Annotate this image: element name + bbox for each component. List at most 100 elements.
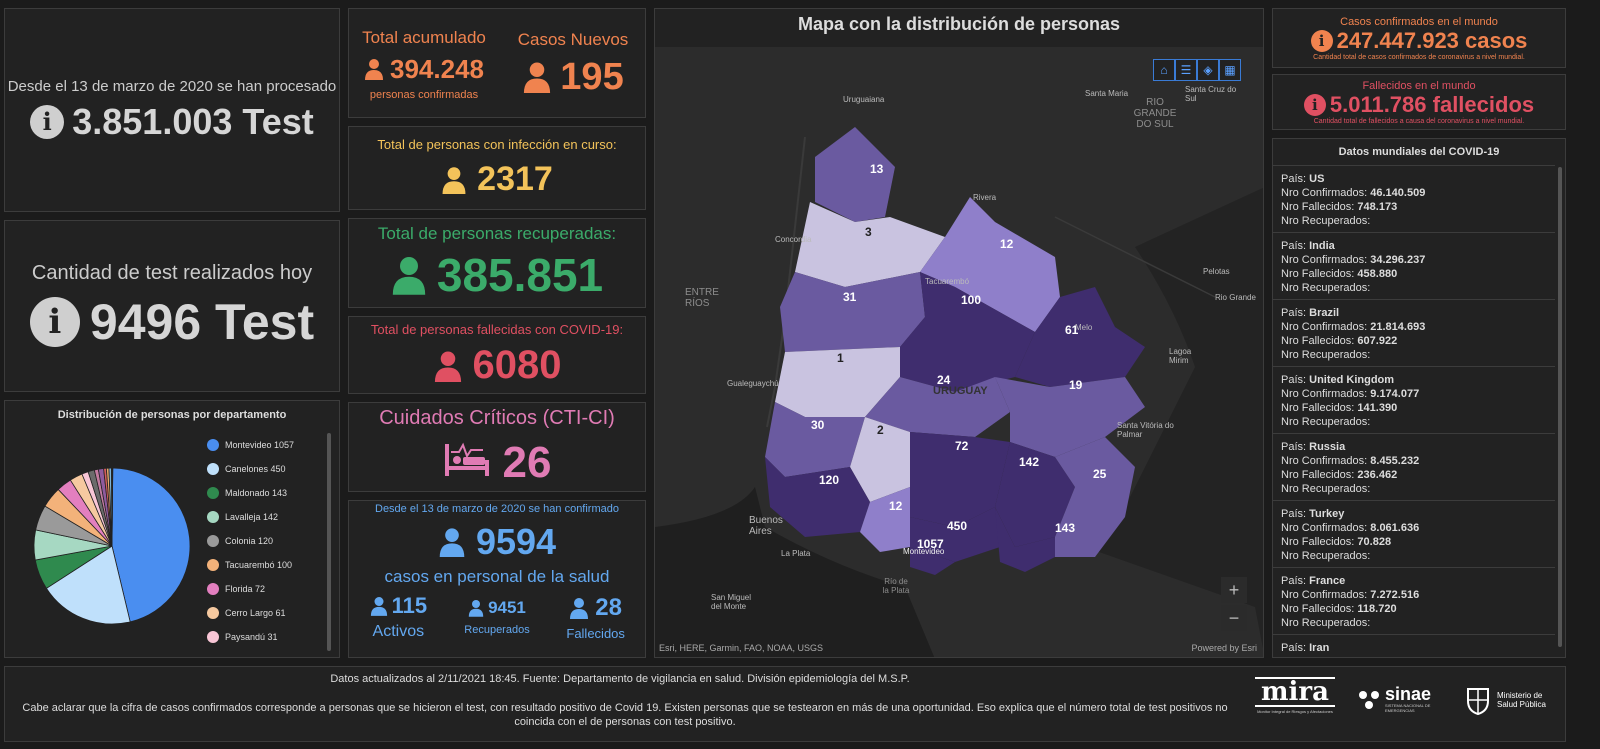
tests-total-label: Desde el 13 de marzo de 2020 se han proc… [7, 77, 337, 95]
health-staff-deceased-label: Fallecidos [566, 625, 625, 641]
legend-list-icon[interactable]: ☰ [1175, 59, 1197, 81]
legend-item[interactable]: Florida 72 [207, 577, 327, 601]
basemap-gallery-icon[interactable]: ▦ [1219, 59, 1241, 81]
legend-label: Canelones 450 [225, 464, 286, 474]
world-confirmed-caption: Cantidad total de casos confirmados de c… [1313, 53, 1525, 61]
accumulated-panel: Total acumulado 394.248 personas confirm… [348, 8, 646, 118]
world-list-item[interactable]: País: IranNro Confirmados: 5.944.599Nro … [1273, 634, 1555, 657]
department-rio-negro[interactable] [775, 347, 900, 417]
person-icon [370, 596, 388, 616]
world-list-field: País: US [1281, 173, 1325, 185]
department-florida[interactable] [910, 432, 1010, 527]
map-powered-by[interactable]: Powered by Esri [1191, 643, 1257, 653]
pie-slice-rio-negro[interactable] [111, 467, 114, 547]
world-list-field: Nro Fallecidos: 748.173 [1281, 201, 1398, 213]
world-list-item[interactable]: País: Turkey Nro Confirmados: 8.061.636 Nr… [1273, 500, 1555, 567]
place-rio-plata: Río de la Plata [882, 577, 910, 595]
department-colonia[interactable] [765, 457, 870, 537]
health-staff-recovered-label: Recuperados [464, 624, 530, 636]
world-list-field: Nro Confirmados: 21.814.693 [1281, 321, 1426, 333]
legend-item[interactable]: Paysandú 31 [207, 625, 327, 649]
world-list-field: Nro Recuperados: [1281, 282, 1371, 294]
department-san-jose[interactable] [860, 487, 910, 552]
map-panel: Mapa con la distribución de personas [654, 8, 1264, 658]
home-icon[interactable]: ⌂ [1153, 59, 1175, 81]
world-list-title: Datos mundiales del COVID-19 [1338, 146, 1500, 158]
legend-item[interactable]: Tacuarembó 100 [207, 553, 327, 577]
place-la-plata: La Plata [781, 549, 811, 558]
department-canelones[interactable] [910, 507, 1000, 562]
legend-item[interactable]: Montevideo 1057 [207, 433, 327, 457]
world-list-field: Nro Fallecidos: 607.922 [1281, 335, 1398, 347]
layers-icon[interactable]: ◈ [1197, 59, 1219, 81]
department-value-durazno: 24 [937, 373, 951, 387]
legend-label: Colonia 120 [225, 536, 274, 546]
map-canvas [655, 47, 1263, 657]
pie-slice-montevideo[interactable] [111, 467, 191, 623]
department-maldonado[interactable] [995, 507, 1055, 572]
person-icon [391, 255, 427, 295]
footer-disclaimer-text: Cabe aclarar que la cifra de casos confi… [22, 702, 1228, 728]
department-cerro-largo[interactable] [1015, 287, 1145, 387]
world-list-scrollbar[interactable] [1558, 167, 1562, 647]
health-staff-subtitle: casos en personal de la salud [384, 567, 610, 586]
legend-swatch [207, 487, 219, 499]
world-list-field: Nro Confirmados: 8.061.636 [1281, 522, 1420, 534]
world-list-item[interactable]: País: Russia Nro Confirmados: 8.455.232 Nr… [1273, 433, 1555, 500]
pie-slice-canelones[interactable] [45, 545, 131, 625]
department-rocha[interactable] [1055, 437, 1135, 557]
legend-item[interactable]: Lavalleja 142 [207, 505, 327, 529]
world-list-field: País: United Kingdom [1281, 374, 1395, 386]
legend-label: Cerro Largo 61 [225, 608, 286, 618]
world-list-field: País: India [1281, 240, 1335, 252]
department-treinta-y-tres[interactable] [995, 377, 1145, 457]
department-value-soriano: 30 [811, 418, 825, 432]
legend-scrollbar[interactable] [327, 433, 331, 651]
department-tacuarembo[interactable] [900, 272, 1035, 392]
map-view[interactable]: Uruguaiana Santa Maria Santa Cruz do Sul… [655, 47, 1263, 657]
info-icon: i [1303, 93, 1326, 116]
health-staff-recovered-value: 9451 [488, 598, 526, 617]
zoom-out-button[interactable]: − [1221, 605, 1247, 631]
place-buenos-aires: Buenos Aires [749, 515, 783, 537]
department-montevideo[interactable] [910, 547, 955, 575]
world-list-item[interactable]: País: France Nro Confirmados: 7.272.516 Nr… [1273, 567, 1555, 634]
world-list-field: País: Iran [1281, 642, 1330, 654]
world-list-item[interactable]: País: India Nro Confirmados: 34.296.237 Nr… [1273, 232, 1555, 299]
place-uruguay: URUGUAY [933, 385, 988, 397]
world-confirmed-title: Casos confirmados en el mundo [1340, 15, 1498, 28]
legend-swatch [207, 511, 219, 523]
legend-item[interactable]: Soriano 30 [207, 649, 327, 655]
department-lavalleja[interactable] [995, 442, 1075, 547]
department-artigas[interactable] [815, 127, 895, 222]
legend-item[interactable]: Colonia 120 [207, 529, 327, 553]
world-list: País: US Nro Confirmados: 46.140.509 Nro F… [1273, 165, 1555, 657]
world-confirmed-panel: Casos confirmados en el mundo i 247.447.… [1272, 8, 1566, 68]
health-staff-deceased-value: 28 [595, 593, 622, 621]
department-paysandu[interactable] [780, 272, 925, 352]
world-list-field: Nro Confirmados: 5.944.599 [1281, 655, 1547, 657]
person-icon [433, 350, 463, 382]
department-salto[interactable] [795, 202, 945, 287]
world-list-field: Nro Recuperados: [1281, 349, 1371, 361]
msp-logo: Ministerio de Salud Pública [1465, 685, 1557, 715]
department-rivera[interactable] [920, 197, 1060, 332]
world-list-field: País: France [1281, 575, 1346, 587]
info-icon: i [29, 296, 80, 347]
legend-item[interactable]: Canelones 450 [207, 457, 327, 481]
person-icon [364, 58, 384, 80]
department-value-colonia: 120 [819, 473, 840, 487]
department-value-cerro-largo: 61 [1065, 323, 1079, 337]
place-melo: Melo [1075, 323, 1093, 332]
new-cases-title: Casos Nuevos [517, 29, 629, 49]
legend-item[interactable]: Cerro Largo 61 [207, 601, 327, 625]
department-flores[interactable] [850, 417, 910, 502]
department-soriano[interactable] [765, 402, 865, 477]
world-list-field: País: Brazil [1281, 307, 1340, 319]
world-list-item[interactable]: País: Brazil Nro Confirmados: 21.814.693 N… [1273, 299, 1555, 366]
world-list-item[interactable]: País: United Kingdom Nro Confirmados: 9.1… [1273, 366, 1555, 433]
zoom-in-button[interactable]: + [1221, 577, 1247, 603]
world-list-item[interactable]: País: US Nro Confirmados: 46.140.509 Nro F… [1273, 165, 1555, 232]
legend-item[interactable]: Maldonado 143 [207, 481, 327, 505]
department-durazno[interactable] [865, 377, 1010, 437]
